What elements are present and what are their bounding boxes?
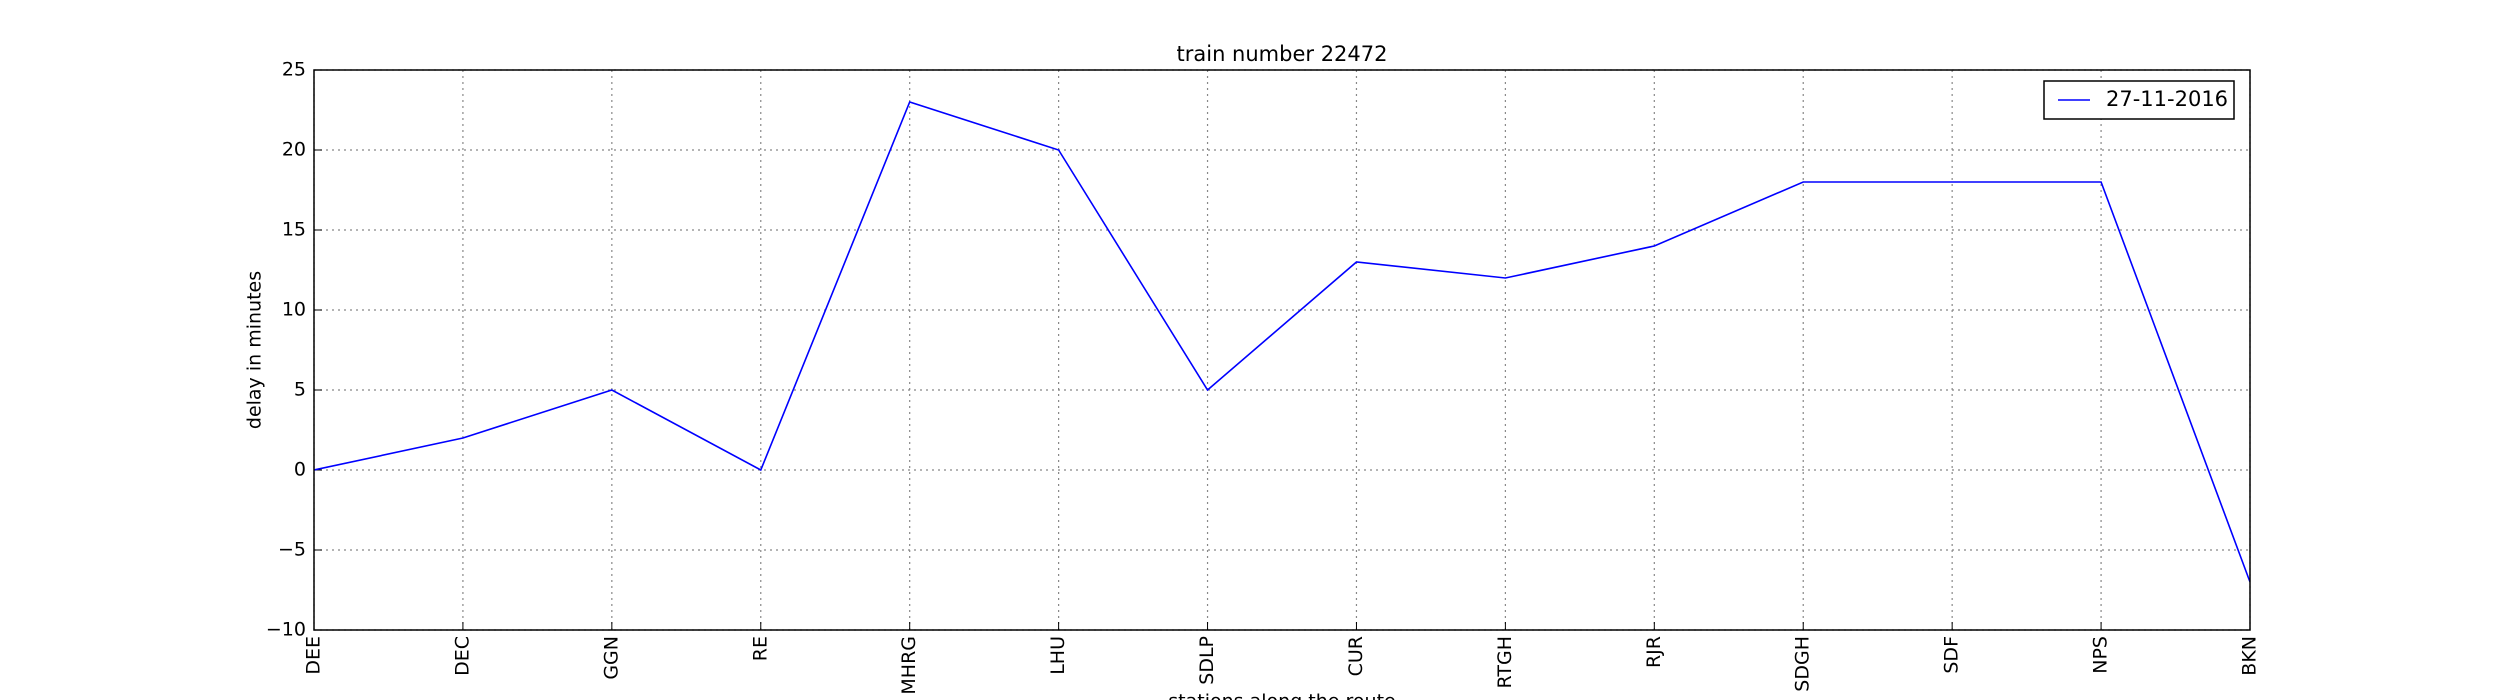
y-axis-label: delay in minutes — [244, 271, 266, 429]
x-tick-label: CUR — [1345, 636, 1367, 676]
x-tick-label: DEE — [303, 636, 325, 675]
x-axis-label: stations along the route — [1168, 691, 1395, 700]
x-tick-label: LHU — [1047, 636, 1069, 675]
x-tick-label: MHRG — [898, 636, 920, 695]
x-tick-label: SDF — [1941, 636, 1963, 674]
x-tick-label: SDLP — [1196, 636, 1218, 685]
y-tick-label: 20 — [282, 139, 306, 161]
x-tick-label: GGN — [600, 636, 622, 680]
y-tick-label: −10 — [266, 619, 306, 641]
y-tick-label: 5 — [294, 379, 306, 401]
y-tick-label: 25 — [282, 59, 306, 81]
x-tick-label: RJR — [1643, 636, 1665, 668]
x-tick-label: NPS — [2090, 636, 2112, 674]
data-line — [314, 101, 2250, 583]
x-tick-label: RTGH — [1494, 636, 1516, 688]
x-tick-label: SDGH — [1792, 636, 1814, 692]
plot-frame — [313, 69, 2251, 631]
x-tick-label: RE — [749, 636, 771, 661]
legend-label: 27-11-2016 — [2106, 87, 2228, 111]
chart-title: train number 22472 — [1177, 42, 1388, 66]
y-tick-label: 10 — [282, 299, 306, 321]
y-tick-label: 0 — [294, 459, 306, 481]
x-tick-label: BKN — [2239, 636, 2261, 676]
y-tick-label: −5 — [278, 539, 306, 561]
x-tick-label: DEC — [451, 636, 473, 676]
y-tick-label: 15 — [282, 219, 306, 241]
